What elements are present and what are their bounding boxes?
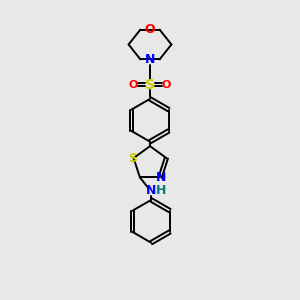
Text: O: O: [129, 80, 138, 90]
Text: S: S: [145, 78, 155, 92]
Text: O: O: [145, 23, 155, 36]
Text: N: N: [145, 53, 155, 66]
Text: N: N: [146, 184, 156, 197]
Text: H: H: [156, 184, 166, 197]
Text: S: S: [128, 152, 137, 164]
Text: N: N: [156, 171, 166, 184]
Text: O: O: [162, 80, 171, 90]
